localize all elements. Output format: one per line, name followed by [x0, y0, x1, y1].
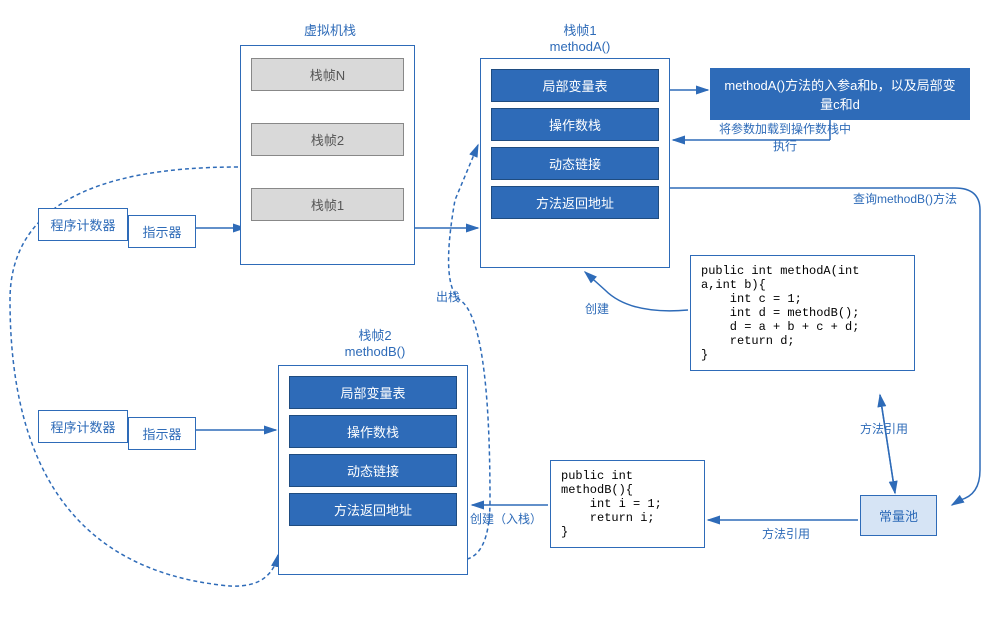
frame2-title-line2: methodB() — [315, 344, 435, 359]
frame1-container: 局部变量表 操作数栈 动态链接 方法返回地址 — [480, 58, 670, 268]
vm-stack-container: 栈帧N 栈帧2 栈帧1 — [240, 45, 415, 265]
code-method-a: public int methodA(int a,int b){ int c =… — [690, 255, 915, 371]
label-method-ref-1: 方法引用 — [860, 420, 908, 437]
frame1-title-line2: methodA() — [520, 39, 640, 54]
vm-frame-n: 栈帧N — [251, 58, 404, 91]
constant-pool: 常量池 — [860, 495, 937, 536]
frame1-dyn-link: 动态链接 — [491, 147, 659, 180]
code-method-b: public int methodB(){ int i = 1; return … — [550, 460, 705, 548]
frame1-title-line1: 栈帧1 — [520, 20, 640, 39]
vm-stack-title: 虚拟机栈 — [280, 20, 380, 39]
method-a-params-info: methodA()方法的入参a和b，以及局部变量c和d — [710, 68, 970, 120]
label-create: 创建 — [585, 300, 609, 317]
pc-counter-2: 程序计数器 — [38, 410, 128, 443]
frame2-ret-addr: 方法返回地址 — [289, 493, 457, 526]
frame2-op-stack: 操作数栈 — [289, 415, 457, 448]
vm-frame-2: 栈帧2 — [251, 123, 404, 156]
label-load-params: 将参数加载到操作数栈中执行 — [715, 120, 855, 154]
frame1-local-vars: 局部变量表 — [491, 69, 659, 102]
vm-frame-1: 栈帧1 — [251, 188, 404, 221]
frame2-dyn-link: 动态链接 — [289, 454, 457, 487]
frame2-title-line1: 栈帧2 — [315, 325, 435, 344]
indicator-1: 指示器 — [128, 215, 196, 248]
frame2-local-vars: 局部变量表 — [289, 376, 457, 409]
label-create-push: 创建（入栈） — [470, 510, 542, 527]
frame1-op-stack: 操作数栈 — [491, 108, 659, 141]
pc-counter-1: 程序计数器 — [38, 208, 128, 241]
label-method-ref-2: 方法引用 — [762, 525, 810, 542]
label-pop: 出栈 — [436, 288, 460, 305]
frame1-ret-addr: 方法返回地址 — [491, 186, 659, 219]
frame2-container: 局部变量表 操作数栈 动态链接 方法返回地址 — [278, 365, 468, 575]
indicator-2: 指示器 — [128, 417, 196, 450]
frame1-title: 栈帧1 methodA() — [520, 20, 640, 54]
label-query-b: 查询methodB()方法 — [840, 190, 970, 207]
frame2-title: 栈帧2 methodB() — [315, 325, 435, 359]
